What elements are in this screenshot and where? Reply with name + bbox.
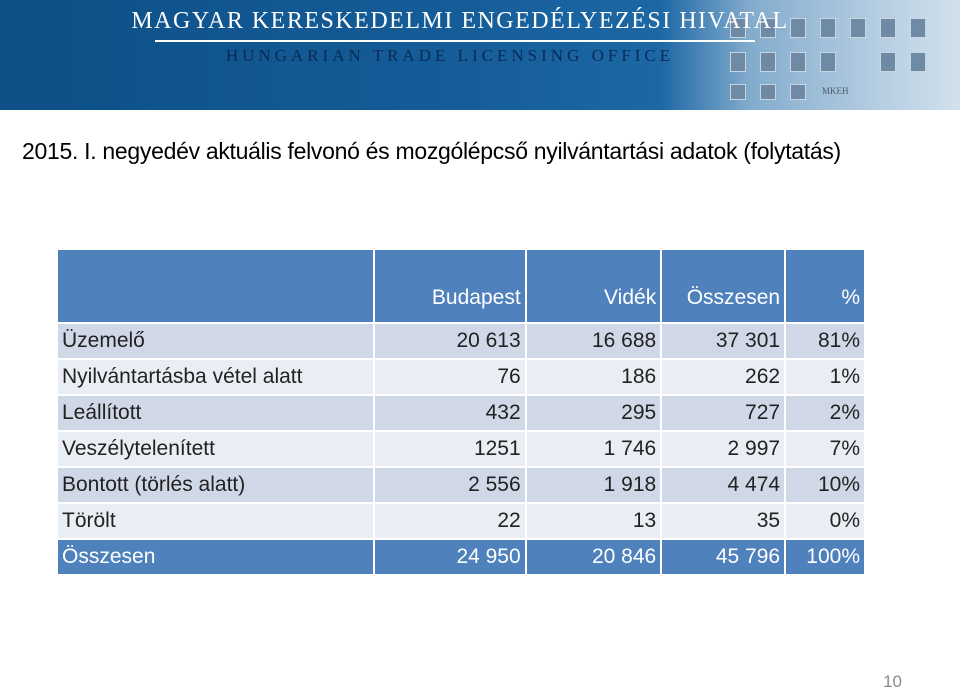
page-title: 2015. I. negyedév aktuális felvonó és mo… [22,138,841,164]
table-row: Nyilvántartásba vétel alatt 76 186 262 1… [55,358,866,396]
row-label: Veszélytelenített [55,430,376,468]
cell-videk: 1 918 [524,466,663,504]
column-header-percent: % [784,248,866,324]
building-image: MKEH [660,0,960,110]
cell-videk: 13 [524,502,663,540]
cell-percent: 81% [784,322,866,360]
table-row: Üzemelő 20 613 16 688 37 301 81% [55,322,866,360]
total-videk: 20 846 [524,538,663,576]
cell-videk: 186 [524,358,663,396]
cell-percent: 0% [784,502,866,540]
table-row: Bontott (törlés alatt) 2 556 1 918 4 474… [55,466,866,504]
cell-percent: 7% [784,430,866,468]
table-row: Leállított 432 295 727 2% [55,394,866,432]
cell-osszesen: 262 [660,358,787,396]
cell-osszesen: 37 301 [660,322,787,360]
cell-osszesen: 2 997 [660,430,787,468]
table-header-row: Budapest Vidék Összesen % [55,248,866,324]
statistics-table: Budapest Vidék Összesen % Üzemelő 20 613… [55,248,866,576]
banner-divider [155,40,755,42]
total-osszesen: 45 796 [660,538,787,576]
column-header-osszesen: Összesen [660,248,787,324]
cell-videk: 1 746 [524,430,663,468]
cell-budapest: 76 [373,358,527,396]
cell-videk: 16 688 [524,322,663,360]
table-row: Törölt 22 13 35 0% [55,502,866,540]
total-label: Összesen [55,538,376,576]
row-label: Törölt [55,502,376,540]
row-label: Bontott (törlés alatt) [55,466,376,504]
page-number: 10 [883,672,902,691]
cell-osszesen: 727 [660,394,787,432]
cell-budapest: 20 613 [373,322,527,360]
row-label: Üzemelő [55,322,376,360]
column-header-budapest: Budapest [373,248,527,324]
row-label: Leállított [55,394,376,432]
cell-percent: 10% [784,466,866,504]
building-sign: MKEH [822,86,849,96]
cell-osszesen: 35 [660,502,787,540]
column-header-videk: Vidék [524,248,663,324]
cell-percent: 2% [784,394,866,432]
banner-title: MAGYAR KERESKEDELMI ENGEDÉLYEZÉSI HIVATA… [131,8,789,34]
cell-budapest: 432 [373,394,527,432]
total-budapest: 24 950 [373,538,527,576]
total-percent: 100% [784,538,866,576]
header-banner: MKEH MAGYAR KERESKEDELMI ENGEDÉLYEZÉSI H… [0,0,960,110]
row-label: Nyilvántartásba vétel alatt [55,358,376,396]
cell-osszesen: 4 474 [660,466,787,504]
table-row: Veszélytelenített 1251 1 746 2 997 7% [55,430,866,468]
table-total-row: Összesen 24 950 20 846 45 796 100% [55,538,866,576]
banner-subtitle: HUNGARIAN TRADE LICENSING OFFICE [225,46,675,65]
column-header-label [55,248,376,324]
cell-percent: 1% [784,358,866,396]
cell-budapest: 22 [373,502,527,540]
cell-budapest: 2 556 [373,466,527,504]
cell-budapest: 1251 [373,430,527,468]
cell-videk: 295 [524,394,663,432]
